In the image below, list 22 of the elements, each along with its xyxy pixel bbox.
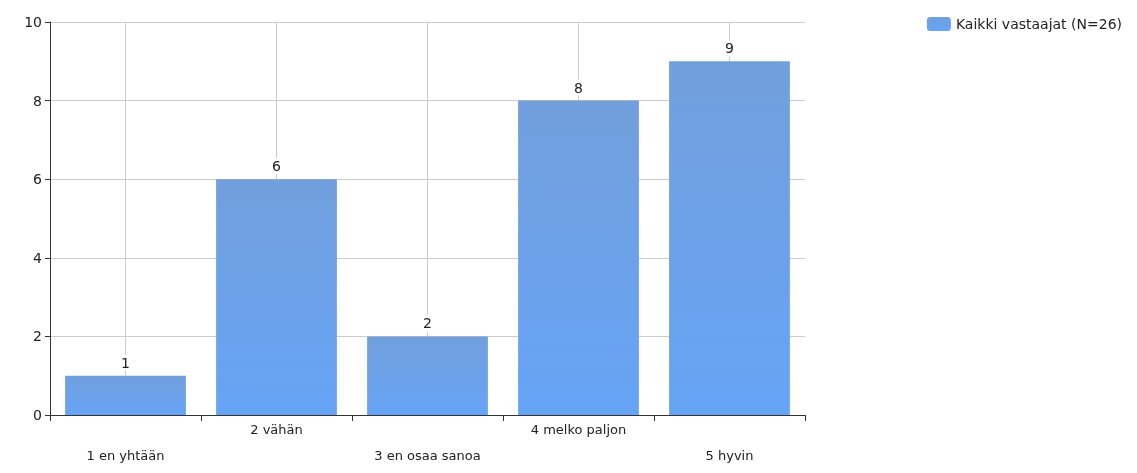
y-tick-label: 0 bbox=[33, 407, 42, 423]
x-tick-label: 3 en osaa sanoa bbox=[374, 448, 481, 463]
data-label: 9 bbox=[725, 40, 734, 57]
y-tick-label: 2 bbox=[33, 328, 42, 345]
bar bbox=[65, 375, 186, 415]
y-tick-label: 8 bbox=[33, 92, 42, 109]
y-tick-label: 10 bbox=[24, 14, 42, 30]
bar bbox=[367, 336, 488, 415]
legend-label: Kaikki vastaajat (N=26) bbox=[955, 16, 1123, 32]
data-label: 8 bbox=[574, 79, 583, 96]
bar bbox=[216, 179, 337, 415]
x-tick-label: 5 hyvin bbox=[705, 448, 754, 463]
x-tick-label: 2 vähän bbox=[250, 422, 303, 437]
data-label: 1 bbox=[121, 354, 130, 371]
x-tick-label: 4 melko paljon bbox=[530, 422, 627, 437]
y-tick-label: 4 bbox=[33, 249, 43, 266]
x-tick-label: 1 en yhtään bbox=[86, 448, 165, 463]
bar bbox=[518, 100, 639, 415]
data-label: 2 bbox=[423, 315, 432, 332]
data-label: 6 bbox=[272, 158, 282, 175]
y-tick-label: 6 bbox=[33, 171, 43, 188]
bar bbox=[669, 61, 790, 415]
